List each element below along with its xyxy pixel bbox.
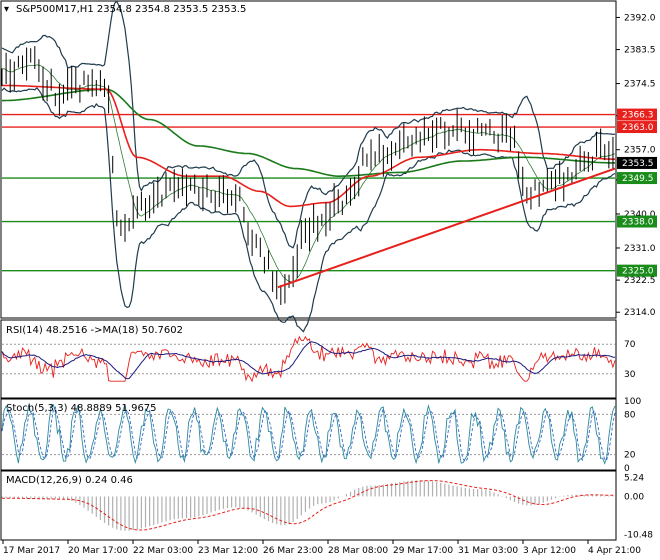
level-tag-label: 2366.3 <box>622 111 654 121</box>
main-plot <box>1 0 616 333</box>
price-tick-label: 2392.0 <box>624 13 656 23</box>
macd-tick-label: 5.24 <box>624 474 644 484</box>
level-tag <box>617 121 657 134</box>
macd-tick-label: -10.48 <box>624 530 653 540</box>
rsi-title: RSI(14) 48.2516 ->MA(18) 50.7602 <box>6 325 183 336</box>
level-tag-label: 2363.0 <box>622 123 654 133</box>
stoch-panel[interactable] <box>0 398 617 471</box>
time-tick-label: 29 Mar 17:00 <box>393 546 453 556</box>
level-tag-label: 2338.0 <box>622 218 654 228</box>
level-tag <box>617 172 657 185</box>
time-tick-label: 22 Mar 03:00 <box>133 546 193 556</box>
price-tick-label: 2357.0 <box>624 146 656 156</box>
time-tick-label: 26 Mar 23:00 <box>263 546 323 556</box>
time-tick-label: 3 Apr 12:00 <box>523 546 576 556</box>
time-tick-label: 28 Mar 08:00 <box>328 546 388 556</box>
main-panel[interactable] <box>0 0 617 319</box>
level-tag <box>617 108 657 121</box>
level-tag-label: 2349.5 <box>622 174 654 184</box>
time-tick-label: 20 Mar 17:00 <box>68 546 128 556</box>
level-tag <box>617 264 657 277</box>
price-tick-label: 2374.5 <box>624 80 656 90</box>
stoch-tick-label: 100 <box>624 397 641 407</box>
macd-plot <box>1 480 616 531</box>
stoch-title: Stoch(5,3,3) 48.8889 51.9675 <box>6 403 157 414</box>
symbol-header: S&P500M17,H1 2354.8 2354.8 2353.5 2353.5 <box>16 4 246 15</box>
price-axis: 2392.02383.52374.52366.02357.02349.02340… <box>616 13 657 540</box>
trendline <box>277 167 616 289</box>
macd-panel[interactable] <box>0 470 617 541</box>
bollinger-lower <box>1 87 616 333</box>
rsi-plot <box>1 335 616 383</box>
stoch-tick-label: 20 <box>624 451 636 461</box>
macd-tick-label: 0.00 <box>624 492 644 502</box>
macd-title: MACD(12,26,9) 0.24 0.46 <box>6 475 133 486</box>
level-tag <box>617 215 657 228</box>
rsi-ma-line <box>1 341 616 380</box>
stoch-tick-label: 0 <box>624 464 630 474</box>
time-tick-label: 4 Apr 21:00 <box>588 546 641 556</box>
stoch-signal-line <box>1 405 616 463</box>
price-tick-label: 2322.5 <box>624 276 656 286</box>
rsi-tick-label: 70 <box>624 340 636 350</box>
price-tick-label: 2331.0 <box>624 244 656 254</box>
current-price-tag <box>617 156 657 169</box>
time-tick-label: 31 Mar 03:00 <box>458 546 518 556</box>
level-tag-label: 2325.0 <box>622 267 654 277</box>
rsi-tick-label: 30 <box>624 370 636 380</box>
collapse-arrow-icon[interactable]: ▾ <box>4 4 9 15</box>
price-tick-label: 2383.5 <box>624 46 656 56</box>
time-tick-label: 23 Mar 12:00 <box>198 546 258 556</box>
bollinger-upper <box>1 0 616 249</box>
time-tick-label: 17 Mar 2017 <box>3 546 60 556</box>
stoch-plot <box>1 403 616 465</box>
price-tick-label: 2314.0 <box>624 308 656 318</box>
time-axis: 17 Mar 2017 20 Mar 17:00 22 Mar 03:00 23 Ma… <box>2 540 641 556</box>
current-price-label: 2353.5 <box>622 159 654 169</box>
price-tick-label: 2340.0 <box>624 210 656 220</box>
stoch-tick-label: 80 <box>624 410 636 420</box>
rsi-line <box>1 335 616 383</box>
macd-signal-line <box>2 480 616 531</box>
